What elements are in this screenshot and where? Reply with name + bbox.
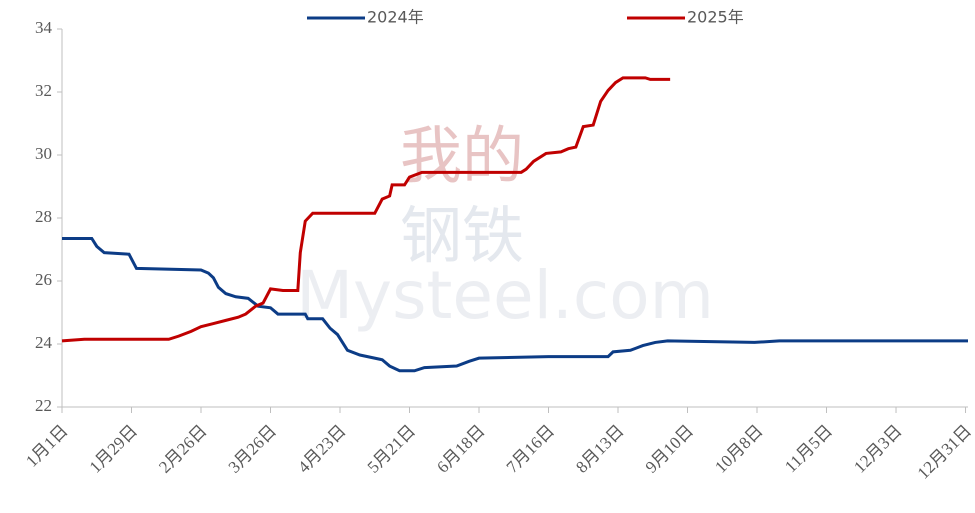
- y-tick-label: 24: [35, 333, 53, 352]
- x-tick-label: 2月26日: [155, 421, 211, 477]
- x-tick-label: 8月13日: [572, 421, 628, 477]
- legend-label: 2025年: [687, 8, 744, 27]
- x-tick-label: 3月26日: [225, 421, 281, 477]
- series-line: [61, 76, 671, 343]
- y-tick-label: 32: [35, 81, 52, 100]
- x-tick-label: 4月23日: [294, 421, 350, 477]
- watermark: 钢铁: [400, 199, 524, 272]
- y-tick-label: 28: [35, 207, 52, 226]
- x-tick-label: 12月31日: [914, 421, 975, 483]
- x-tick-label: 12月3日: [850, 421, 906, 477]
- legend-label: 2024年: [367, 8, 424, 27]
- watermark: Mysteel.com: [296, 257, 714, 334]
- y-tick-label: 26: [35, 270, 52, 289]
- x-tick-label: 7月16日: [503, 421, 559, 477]
- x-tick-label: 9月10日: [642, 421, 698, 477]
- y-tick-label: 22: [35, 396, 52, 415]
- x-tick-label: 10月8日: [711, 421, 767, 477]
- y-tick-label: 30: [35, 144, 52, 163]
- watermark: 我的: [400, 119, 524, 192]
- x-tick-label: 5月21日: [364, 421, 420, 477]
- x-tick-label: 1月1日: [22, 421, 71, 470]
- x-tick-label: 11月5日: [781, 421, 836, 476]
- x-tick-label: 1月29日: [86, 421, 142, 477]
- series-line: [62, 236, 968, 373]
- x-tick-label: 6月18日: [433, 421, 489, 477]
- y-tick-label: 34: [35, 18, 53, 37]
